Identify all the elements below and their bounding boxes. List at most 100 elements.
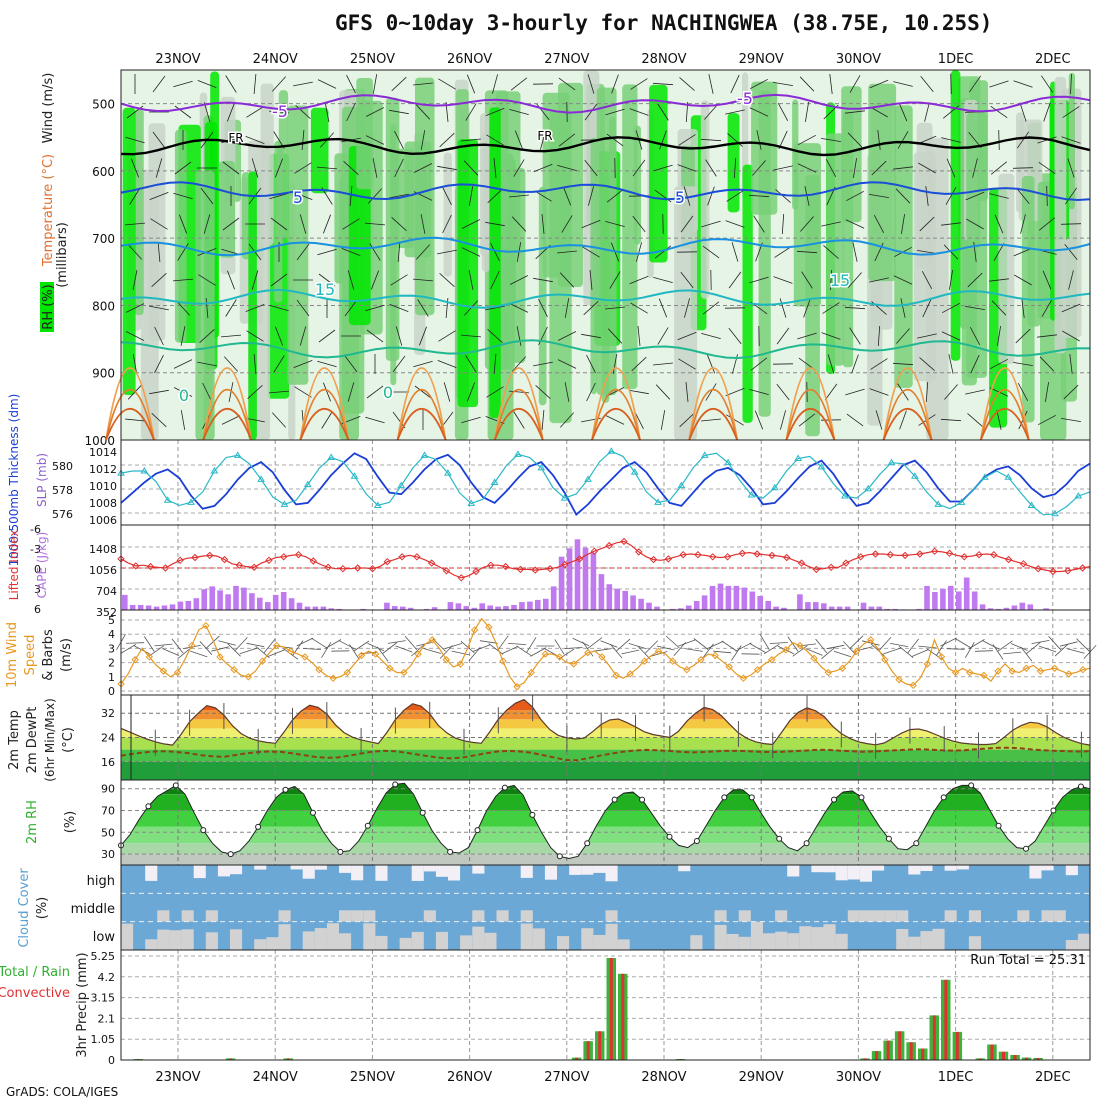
warm-contour <box>882 367 933 441</box>
cape-bar <box>916 608 922 610</box>
wind-barb <box>822 302 840 314</box>
wind-barb <box>172 278 194 282</box>
wind-barb <box>154 354 164 374</box>
cloud-high <box>944 865 957 871</box>
wind-barb <box>148 645 164 657</box>
cape-bar <box>169 604 176 610</box>
wind-barb <box>611 74 619 94</box>
rh-patch <box>122 107 136 396</box>
wind-barb <box>368 188 382 204</box>
thickness-slp-panel: 580 578 576 1014 1012 1010 1008 1006 1000-500mb … <box>7 394 1091 566</box>
wind-barb <box>605 221 625 227</box>
cape-bar <box>479 603 485 610</box>
wind-barb <box>584 159 598 177</box>
wind-barb <box>605 415 625 425</box>
wind-marker <box>555 653 564 661</box>
wind-barb <box>600 640 618 648</box>
cloud-level-label: low <box>93 930 116 945</box>
isotherm-FR <box>120 136 1091 157</box>
thickness-tick: 580 <box>52 460 73 473</box>
temp-line <box>120 698 1091 746</box>
wind-barb <box>439 273 455 287</box>
slp-marker <box>350 472 359 479</box>
wind-barb <box>564 647 583 649</box>
slp-marker <box>957 498 966 505</box>
wind-marker <box>683 665 691 674</box>
wind-barb <box>1068 270 1074 290</box>
li-marker <box>398 553 406 561</box>
wind-barb <box>730 74 740 94</box>
wind-barb <box>533 163 553 173</box>
precip-convective-bar <box>229 1058 233 1060</box>
rh-marker <box>611 796 618 803</box>
wind-axis-label: (m/s) <box>59 638 74 672</box>
cape-bar <box>701 595 708 610</box>
wind-barb <box>893 275 913 285</box>
rh-marker <box>255 823 262 830</box>
li-marker <box>1064 567 1072 575</box>
cape-bar <box>717 583 724 610</box>
li-marker <box>797 559 806 567</box>
wind-barb <box>870 643 885 657</box>
wind-barb <box>366 329 384 343</box>
wind-barb <box>990 105 1008 119</box>
wind-barb <box>224 356 238 372</box>
wind-barb <box>324 102 330 122</box>
wind-barb <box>847 132 863 148</box>
date-label: 28NOV <box>641 52 686 67</box>
wind-barb <box>731 645 742 661</box>
slp-marker <box>140 467 149 474</box>
cape-bar <box>550 586 557 610</box>
cloud-middle <box>205 910 218 922</box>
rh-marker <box>666 833 673 840</box>
wind-barb <box>1019 102 1027 122</box>
wind-barb <box>756 130 762 150</box>
warm-contour <box>591 388 641 441</box>
wind-barb <box>893 81 913 87</box>
li-marker <box>339 564 347 573</box>
wind-barb <box>777 103 789 121</box>
li-marker <box>856 553 865 561</box>
li-marker <box>324 563 332 572</box>
cape-bar <box>956 591 962 610</box>
wind-marker <box>768 656 776 664</box>
wind-barb <box>586 354 596 374</box>
wind-barb <box>339 640 356 650</box>
wind-marker <box>485 623 493 631</box>
precip-convective-bar <box>1025 1057 1029 1060</box>
rh-axis-label: RH (%) <box>41 284 56 329</box>
rh-marker <box>337 848 344 855</box>
wind-barb <box>950 73 952 95</box>
wind-barb <box>479 640 498 644</box>
wind-marker <box>513 683 521 691</box>
li-marker <box>220 555 229 564</box>
cloud-low <box>714 924 727 950</box>
wind-barb <box>190 650 208 658</box>
wind-barb <box>911 649 929 657</box>
rh-swatch <box>40 282 54 332</box>
wind-barb <box>844 306 866 310</box>
li-marker <box>709 553 717 561</box>
wind-barb <box>341 248 361 256</box>
wind-barb <box>946 158 956 178</box>
cloud-low <box>738 936 751 950</box>
wind-barb <box>301 129 305 151</box>
wind-barb <box>296 299 310 317</box>
wind-barb <box>269 304 289 312</box>
wind-barb <box>873 215 885 233</box>
slp-marker <box>1051 509 1059 517</box>
cloud-low <box>339 933 352 950</box>
wind-barb <box>509 275 529 285</box>
wind-barb <box>797 332 817 340</box>
rh-marker <box>831 796 837 803</box>
wind-barb <box>365 107 385 117</box>
wind-barb <box>821 138 841 142</box>
li-marker <box>664 555 673 563</box>
wind-barb <box>677 164 697 172</box>
wind-marker <box>145 653 153 661</box>
cloud-middle <box>968 910 981 922</box>
wind-barb <box>273 355 285 373</box>
wind-barb <box>825 159 837 177</box>
cape-bar <box>193 598 200 610</box>
wind-barb <box>272 76 286 92</box>
